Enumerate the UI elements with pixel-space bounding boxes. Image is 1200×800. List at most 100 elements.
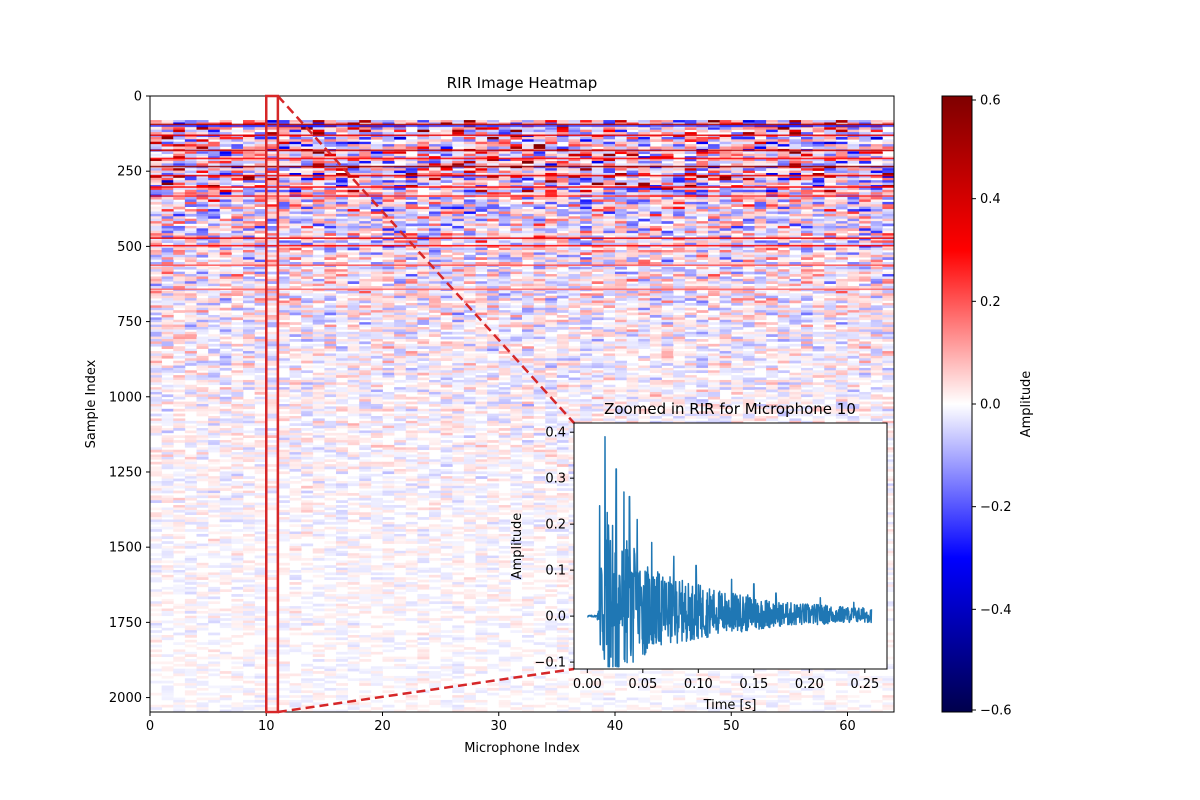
heatmap-cell xyxy=(301,199,313,202)
heatmap-cell xyxy=(313,248,325,251)
heatmap-cell xyxy=(417,368,429,371)
heatmap-cell xyxy=(278,661,290,664)
heatmap-cell xyxy=(452,493,464,496)
heatmap-cell xyxy=(336,529,348,532)
heatmap-cell xyxy=(243,301,255,304)
heatmap-cell xyxy=(359,279,371,282)
heatmap-cell xyxy=(394,387,406,390)
heatmap-cell xyxy=(348,332,360,335)
heatmap-cell xyxy=(197,344,209,347)
heatmap-cell xyxy=(406,192,418,195)
heatmap-cell xyxy=(243,705,255,708)
heatmap-cell xyxy=(313,356,325,359)
heatmap-cell xyxy=(313,269,325,272)
heatmap-cell xyxy=(441,224,453,227)
heatmap-cell xyxy=(348,349,360,352)
heatmap-cell xyxy=(266,507,278,510)
heatmap-cell xyxy=(406,313,418,316)
heatmap-cell xyxy=(359,438,371,441)
heatmap-cell xyxy=(313,240,325,243)
heatmap-cell xyxy=(406,551,418,554)
heatmap-cell xyxy=(290,647,302,650)
heatmap-cell xyxy=(301,558,313,561)
heatmap-cell xyxy=(197,577,209,580)
heatmap-cell xyxy=(417,580,429,583)
heatmap-cell xyxy=(313,659,325,662)
heatmap-cell xyxy=(429,507,441,510)
heatmap-cell xyxy=(208,565,220,568)
heatmap-cell xyxy=(208,224,220,227)
heatmap-cell xyxy=(452,503,464,506)
heatmap-cell xyxy=(185,507,197,510)
heatmap-cell xyxy=(243,269,255,272)
heatmap-cell xyxy=(266,252,278,255)
heatmap-cell xyxy=(429,305,441,308)
heatmap-cell xyxy=(150,433,162,436)
heatmap-cell xyxy=(324,406,336,409)
heatmap-cell xyxy=(173,228,185,231)
heatmap-cell xyxy=(290,683,302,686)
heatmap-cell xyxy=(371,296,383,299)
heatmap-cell xyxy=(185,462,197,465)
heatmap-cell xyxy=(255,147,267,150)
heatmap-cell xyxy=(441,447,453,450)
heatmap-cell xyxy=(417,671,429,674)
heatmap-cell xyxy=(406,286,418,289)
heatmap-cell xyxy=(278,572,290,575)
heatmap-cell xyxy=(429,512,441,515)
heatmap-cell xyxy=(406,447,418,450)
heatmap-cell xyxy=(278,536,290,539)
heatmap-cell xyxy=(290,180,302,183)
heatmap-cell xyxy=(208,524,220,527)
heatmap-cell xyxy=(231,503,243,506)
heatmap-cell xyxy=(359,380,371,383)
heatmap-cell xyxy=(255,510,267,513)
heatmap-cell xyxy=(290,248,302,251)
heatmap-cell xyxy=(220,233,232,236)
heatmap-cell xyxy=(383,479,395,482)
heatmap-cell xyxy=(452,370,464,373)
heatmap-cell xyxy=(255,459,267,462)
heatmap-cell xyxy=(464,402,476,405)
heatmap-cell xyxy=(313,197,325,200)
heatmap-cell xyxy=(301,301,313,304)
heatmap-cell xyxy=(406,633,418,636)
heatmap-cell xyxy=(371,132,383,135)
heatmap-cell xyxy=(278,495,290,498)
heatmap-cell xyxy=(266,404,278,407)
heatmap-cell xyxy=(150,168,162,171)
heatmap-cell xyxy=(406,276,418,279)
heatmap-cell xyxy=(406,298,418,301)
heatmap-cell xyxy=(243,594,255,597)
heatmap-cell xyxy=(173,322,185,325)
heatmap-cell xyxy=(464,380,476,383)
heatmap-cell xyxy=(231,462,243,465)
heatmap-cell xyxy=(417,570,429,573)
heatmap-cell xyxy=(324,409,336,412)
heatmap-cell xyxy=(324,130,336,133)
heatmap-cell xyxy=(371,305,383,308)
heatmap-cell xyxy=(348,310,360,313)
heatmap-cell xyxy=(452,560,464,563)
heatmap-cell xyxy=(348,219,360,222)
heatmap-cell xyxy=(301,510,313,513)
heatmap-cell xyxy=(197,240,209,243)
figure: 0 10 20 30 40 50 60 02505007501000125015001750… xyxy=(0,0,1200,800)
heatmap-cell xyxy=(441,649,453,652)
heatmap-cell xyxy=(266,132,278,135)
heatmap-cell xyxy=(208,279,220,282)
heatmap-cell xyxy=(185,580,197,583)
heatmap-cell xyxy=(441,592,453,595)
heatmap-cell xyxy=(208,154,220,157)
heatmap-cell xyxy=(452,260,464,263)
heatmap-cell xyxy=(417,233,429,236)
heatmap-cell xyxy=(197,356,209,359)
heatmap-cell xyxy=(336,402,348,405)
heatmap-cell xyxy=(185,693,197,696)
heatmap-cell xyxy=(266,137,278,140)
heatmap-cell xyxy=(208,580,220,583)
heatmap-cell xyxy=(255,144,267,147)
heatmap-cell xyxy=(185,558,197,561)
heatmap-cell xyxy=(150,250,162,253)
heatmap-cell xyxy=(348,339,360,342)
